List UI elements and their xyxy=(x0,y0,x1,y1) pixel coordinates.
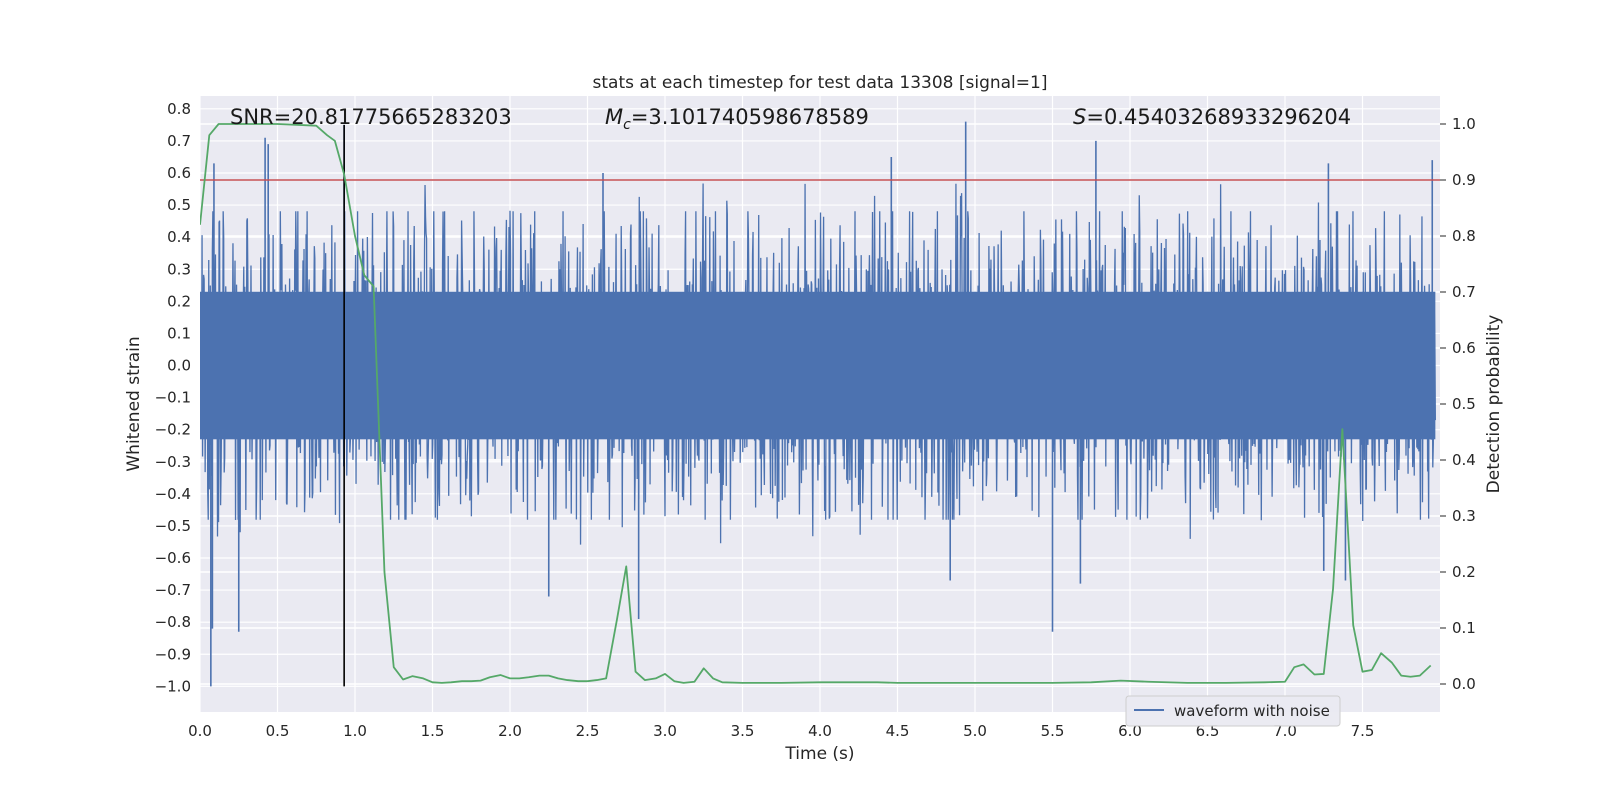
y-right-tick-label: 1.0 xyxy=(1452,115,1476,133)
chirp-mass-annotation: Mc=3.101740598678589 xyxy=(605,105,869,133)
y-tick-label: 0.3 xyxy=(167,260,191,278)
x-tick-label: 3.0 xyxy=(653,722,677,740)
x-tick-label: 0.5 xyxy=(266,722,290,740)
x-tick-label: 7.5 xyxy=(1351,722,1375,740)
s-value: =0.45403268933296204 xyxy=(1086,105,1351,129)
s-symbol: S xyxy=(1073,105,1086,129)
y-axis-ticks: 0.8 0.7 0.6 0.5 0.4 0.3 0.2 0.1 0.0 −0.1 −0.2 −0.3 −… xyxy=(155,100,191,695)
y-right-tick-label: 0.2 xyxy=(1452,563,1476,581)
waveform-dense-core xyxy=(200,291,1436,440)
y-tick-label: −0.2 xyxy=(155,421,191,439)
y-right-tick-label: 0.9 xyxy=(1452,171,1476,189)
x-tick-label: 1.5 xyxy=(421,722,445,740)
chirp-mass-value: =3.101740598678589 xyxy=(631,105,869,129)
y-right-tick-label: 0.4 xyxy=(1452,451,1476,469)
chirp-mass-subscript: c xyxy=(623,117,631,133)
x-tick-label: 4.5 xyxy=(886,722,910,740)
y-tick-label: −0.6 xyxy=(155,549,191,567)
y-tick-label: 0.1 xyxy=(167,324,191,342)
y-tick-label: −1.0 xyxy=(155,677,191,695)
y-tick-label: −0.3 xyxy=(155,453,191,471)
y-tick-label: −0.4 xyxy=(155,485,191,503)
x-tick-label: 3.5 xyxy=(731,722,755,740)
x-tick-label: 1.0 xyxy=(343,722,367,740)
x-tick-label: 5.0 xyxy=(963,722,987,740)
x-tick-label: 5.5 xyxy=(1041,722,1065,740)
y-tick-label: 0.8 xyxy=(167,100,191,118)
y-tick-label: 0.7 xyxy=(167,132,191,150)
legend-box xyxy=(1125,695,1341,727)
y-right-tick-label: 0.0 xyxy=(1452,675,1476,693)
y-right-axis-label: Detection probability xyxy=(1484,315,1504,494)
y-tick-label: −0.5 xyxy=(155,517,191,535)
waveform-series xyxy=(200,121,1436,687)
probability-series-group xyxy=(200,123,1432,684)
y-tick-label: −0.8 xyxy=(155,613,191,631)
x-tick-label: 4.0 xyxy=(808,722,832,740)
y-tick-label: −0.1 xyxy=(155,389,191,407)
x-tick-label: 0.0 xyxy=(188,722,212,740)
legend: waveform with noise xyxy=(1125,695,1341,727)
y-axis-label: Whitened strain xyxy=(124,336,144,471)
y-tick-label: 0.0 xyxy=(167,357,191,375)
y-right-tick-label: 0.5 xyxy=(1452,395,1476,413)
x-tick-label: 2.0 xyxy=(498,722,522,740)
y-right-tick-label: 0.1 xyxy=(1452,619,1476,637)
y-right-tick-label: 0.6 xyxy=(1452,339,1476,357)
y-tick-label: −0.7 xyxy=(155,581,191,599)
y-right-tick-label: 0.8 xyxy=(1452,227,1476,245)
probability-line xyxy=(200,123,1432,684)
y-right-tick-label: 0.7 xyxy=(1452,283,1476,301)
chart-title: stats at each timestep for test data 133… xyxy=(593,73,1048,93)
x-tick-label: 2.5 xyxy=(576,722,600,740)
y-right-axis-ticks: 1.0 0.9 0.8 0.7 0.6 0.5 0.4 0.3 0.2 0.1 0.0 xyxy=(1440,115,1476,693)
y-tick-label: 0.5 xyxy=(167,196,191,214)
y-tick-label: 0.6 xyxy=(167,164,191,182)
y-tick-label: −0.9 xyxy=(155,645,191,663)
y-tick-label: 0.4 xyxy=(167,228,191,246)
chirp-mass-symbol: M xyxy=(605,105,623,129)
s-annotation: S=0.45403268933296204 xyxy=(1073,105,1351,129)
y-right-tick-label: 0.3 xyxy=(1452,507,1476,525)
y-tick-label: 0.2 xyxy=(167,292,191,310)
x-axis-label: Time (s) xyxy=(784,744,854,764)
snr-annotation: SNR=20.81775665283203 xyxy=(230,105,512,129)
legend-label: waveform with noise xyxy=(1174,702,1330,720)
